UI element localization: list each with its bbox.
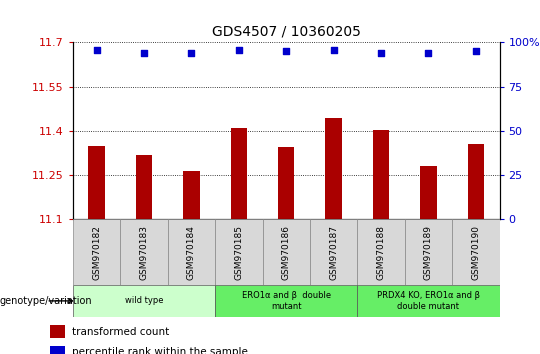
- Bar: [215, 219, 262, 285]
- Title: GDS4507 / 10360205: GDS4507 / 10360205: [212, 24, 361, 39]
- Text: genotype/variation: genotype/variation: [0, 296, 93, 306]
- Point: [187, 50, 195, 56]
- Bar: [89, 146, 105, 219]
- Text: GSM970184: GSM970184: [187, 225, 196, 280]
- Point: [140, 50, 149, 56]
- Bar: [420, 166, 437, 219]
- Bar: [50, 325, 65, 338]
- Bar: [183, 171, 200, 219]
- Point: [92, 47, 101, 52]
- Text: PRDX4 KO, ERO1α and β
double mutant: PRDX4 KO, ERO1α and β double mutant: [377, 291, 480, 310]
- Bar: [231, 128, 247, 219]
- Text: GSM970188: GSM970188: [376, 225, 386, 280]
- Bar: [168, 219, 215, 285]
- Text: GSM970185: GSM970185: [234, 225, 244, 280]
- Bar: [73, 285, 215, 317]
- Bar: [357, 285, 500, 317]
- Point: [282, 48, 291, 54]
- Point: [471, 48, 480, 54]
- Point: [234, 47, 243, 52]
- Point: [424, 50, 433, 56]
- Point: [377, 50, 386, 56]
- Bar: [325, 118, 342, 219]
- Bar: [310, 219, 357, 285]
- Text: GSM970186: GSM970186: [282, 225, 291, 280]
- Text: GSM970182: GSM970182: [92, 225, 101, 280]
- Bar: [215, 285, 357, 317]
- Bar: [373, 130, 389, 219]
- Bar: [452, 219, 500, 285]
- Text: transformed count: transformed count: [72, 327, 170, 337]
- Text: GSM970190: GSM970190: [471, 225, 480, 280]
- Bar: [73, 219, 120, 285]
- Text: wild type: wild type: [125, 296, 163, 306]
- Bar: [50, 346, 65, 354]
- Text: GSM970187: GSM970187: [329, 225, 338, 280]
- Bar: [136, 155, 152, 219]
- Bar: [404, 219, 452, 285]
- Bar: [262, 219, 310, 285]
- Text: GSM970183: GSM970183: [139, 225, 148, 280]
- Text: ERO1α and β  double
mutant: ERO1α and β double mutant: [241, 291, 331, 310]
- Bar: [468, 144, 484, 219]
- Point: [329, 47, 338, 52]
- Text: GSM970189: GSM970189: [424, 225, 433, 280]
- Text: percentile rank within the sample: percentile rank within the sample: [72, 347, 248, 354]
- Bar: [357, 219, 404, 285]
- Bar: [278, 147, 294, 219]
- Bar: [120, 219, 168, 285]
